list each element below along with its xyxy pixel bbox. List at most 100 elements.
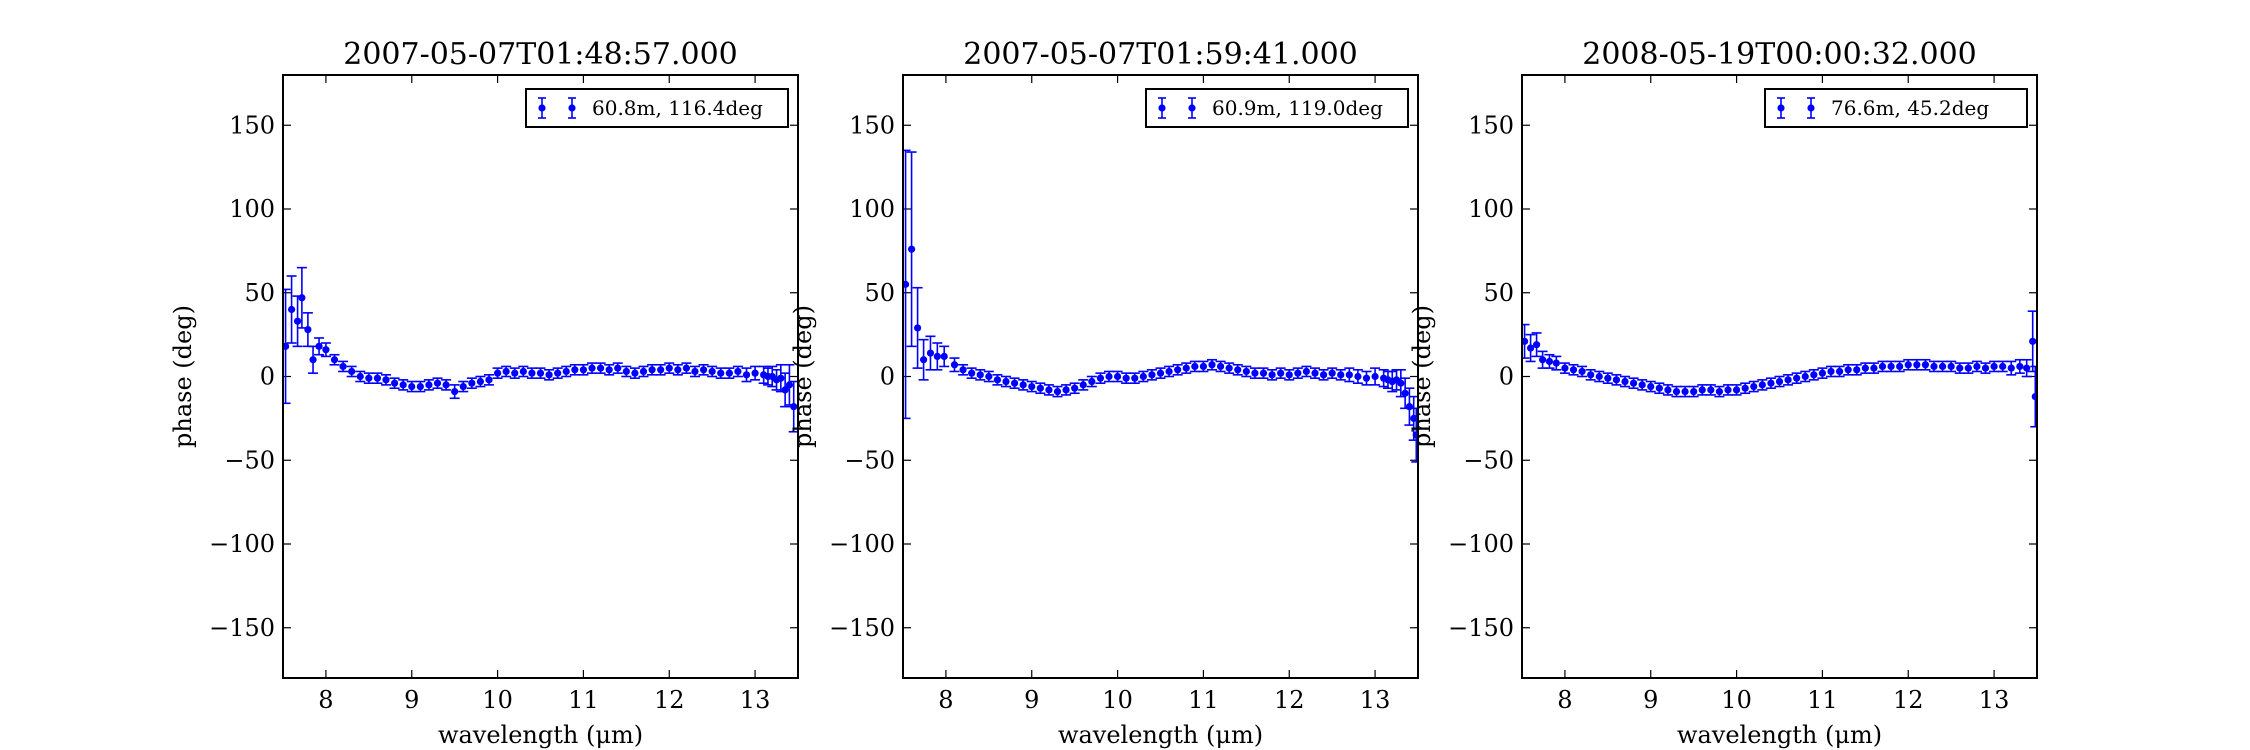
- data-point: [1913, 361, 1921, 369]
- x-tick-label: 8: [318, 686, 333, 714]
- data-point: [699, 366, 708, 374]
- data-point: [1148, 371, 1156, 379]
- data-point: [691, 367, 699, 376]
- data-point: [648, 366, 656, 374]
- data-point: [1638, 381, 1646, 389]
- data-point: [976, 371, 984, 379]
- data-point: [1853, 366, 1861, 374]
- legend: 60.9m, 119.0deg: [1145, 88, 1409, 128]
- data-point: [1277, 369, 1285, 377]
- data-point: [1079, 381, 1087, 389]
- data-point: [1294, 369, 1302, 377]
- y-axis-label: phase (deg): [169, 305, 197, 448]
- data-point: [2023, 364, 2031, 372]
- data-point: [1139, 372, 1147, 381]
- data-point: [1698, 386, 1706, 394]
- data-point: [1896, 362, 1904, 371]
- legend-marker-point: [538, 104, 546, 112]
- x-tick-label: 10: [1721, 686, 1752, 714]
- data-point: [339, 362, 347, 371]
- data-point: [1647, 382, 1655, 391]
- data-point: [2031, 393, 2037, 401]
- data-point: [425, 381, 433, 389]
- data-point: [614, 364, 622, 372]
- legend-label: 76.6m, 45.2deg: [1831, 96, 1989, 120]
- x-tick-label: 12: [654, 686, 685, 714]
- y-tick-label: 0: [880, 363, 895, 391]
- data-point: [1088, 377, 1096, 386]
- data-point: [1681, 387, 1689, 396]
- data-point: [968, 369, 976, 377]
- data-point: [1526, 344, 1535, 352]
- data-point: [1405, 403, 1414, 411]
- data-point: [315, 342, 323, 350]
- data-point: [1861, 364, 1869, 372]
- data-point: [451, 387, 459, 396]
- data-point: [1887, 362, 1895, 371]
- data-point: [1216, 362, 1225, 371]
- data-point: [734, 367, 742, 376]
- data-point: [926, 349, 935, 357]
- data-point: [1878, 362, 1887, 371]
- y-tick-label: 0: [1499, 363, 1514, 391]
- data-point: [1105, 372, 1113, 381]
- data-point: [519, 367, 527, 376]
- chart-title: 2007-05-07T01:59:41.000: [963, 37, 1358, 72]
- data-point: [322, 346, 330, 354]
- y-tick-label: 100: [229, 195, 275, 223]
- data-point: [562, 367, 570, 376]
- data-point: [390, 379, 399, 387]
- data-point: [468, 379, 476, 387]
- data-point: [1113, 372, 1122, 381]
- data-point: [1328, 369, 1336, 377]
- data-point: [1707, 386, 1715, 394]
- data-point: [682, 364, 691, 372]
- data-point: [708, 367, 716, 376]
- x-axis-label: wavelength (μm): [438, 721, 643, 749]
- chart-panel-1: 2007-05-07T01:48:57.000 8 9 10 11 12 13 −150 −10…: [169, 37, 799, 749]
- data-point: [657, 366, 665, 374]
- y-tick-label: 150: [229, 111, 275, 139]
- data-point: [665, 364, 673, 372]
- data-point: [1715, 387, 1724, 396]
- data-point: [751, 369, 759, 377]
- y-tick-label: 150: [849, 111, 895, 139]
- y-tick-label: −50: [844, 446, 895, 474]
- y-tick-label: 50: [864, 279, 895, 307]
- data-point: [1362, 374, 1371, 382]
- data-point: [725, 369, 733, 377]
- data-point: [1251, 369, 1259, 377]
- x-tick-label: 10: [482, 686, 513, 714]
- chart-panel-3: 2008-05-19T00:00:32.000 8 9 10 11 12 13 −150 −10…: [1408, 37, 2038, 749]
- x-axis-label: wavelength (μm): [1677, 721, 1882, 749]
- data-point: [1938, 362, 1947, 371]
- y-tick-label: −50: [1463, 446, 1514, 474]
- data-point: [785, 381, 794, 389]
- data-point: [588, 364, 596, 372]
- data-point: [1225, 364, 1233, 372]
- data-point: [622, 367, 630, 376]
- data-point: [1835, 367, 1844, 376]
- data-point: [742, 371, 751, 379]
- data-point: [579, 366, 588, 374]
- series-1: [283, 266, 798, 433]
- data-point: [933, 352, 941, 360]
- legend-marker-point: [1777, 104, 1785, 112]
- data-point: [1174, 366, 1182, 374]
- data-point: [1587, 371, 1595, 379]
- data-point: [309, 356, 317, 364]
- data-point: [1045, 386, 1053, 394]
- data-point: [1539, 356, 1547, 364]
- data-point: [1964, 364, 1972, 372]
- data-point: [1208, 361, 1216, 369]
- data-point: [1664, 386, 1672, 394]
- data-point: [373, 374, 382, 382]
- data-point: [1545, 357, 1554, 366]
- y-tick-label: −50: [224, 446, 275, 474]
- y-tick-label: 100: [849, 195, 895, 223]
- data-point: [1578, 367, 1586, 376]
- data-point: [545, 371, 553, 379]
- data-point: [1604, 374, 1612, 382]
- x-tick-label: 8: [1557, 686, 1572, 714]
